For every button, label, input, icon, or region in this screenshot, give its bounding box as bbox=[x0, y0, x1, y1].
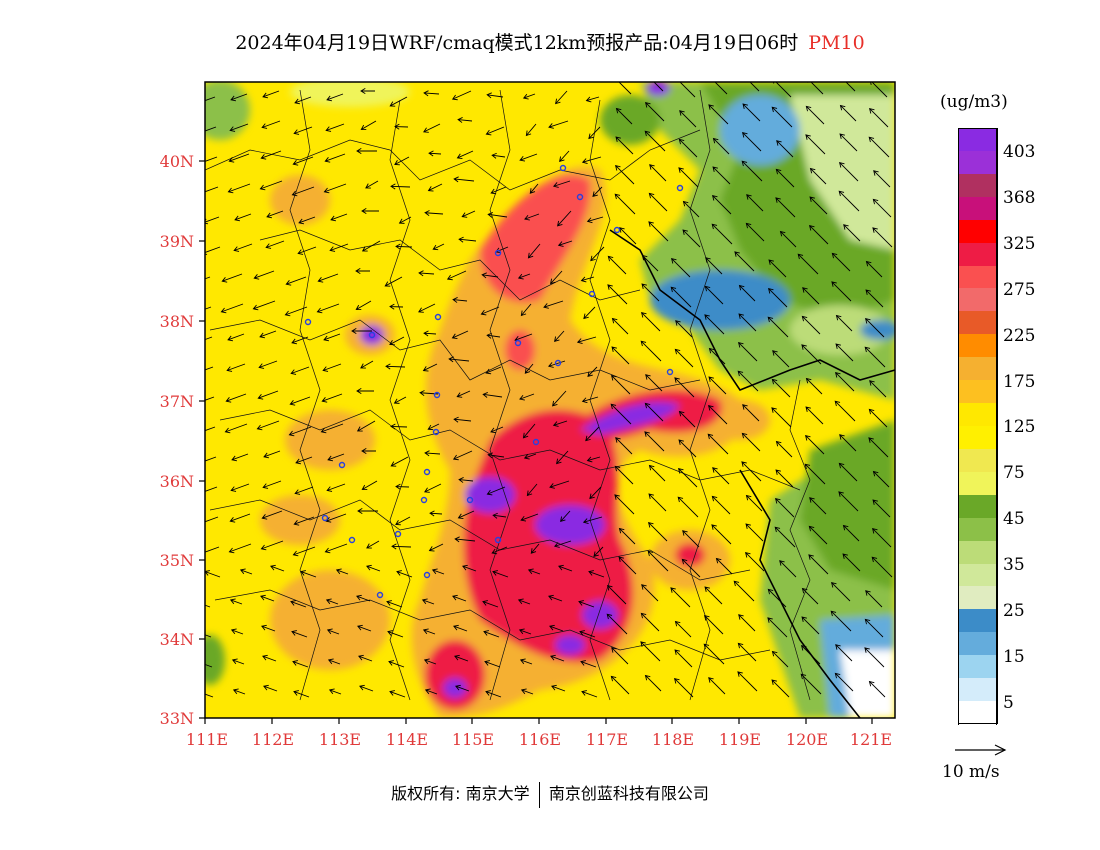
lat-label-40n: 40N bbox=[159, 152, 194, 171]
chart-title: 2024年04月19日WRF/cmaq模式12km预报产品:04月19日06时 P… bbox=[0, 28, 1100, 55]
legend-swatch bbox=[958, 334, 997, 358]
lat-label-34n: 34N bbox=[159, 630, 194, 649]
legend-swatch bbox=[958, 471, 997, 496]
legend-swatch bbox=[958, 311, 997, 335]
footer-rights: 版权所有: bbox=[391, 784, 461, 803]
title-pollutant: PM10 bbox=[808, 32, 865, 54]
legend-swatch bbox=[958, 655, 997, 679]
legend-swatch bbox=[958, 586, 997, 610]
legend-label-275: 275 bbox=[1003, 280, 1036, 300]
legend-swatch bbox=[958, 426, 997, 450]
wind-reference-arrow bbox=[955, 744, 1007, 756]
legend-swatch bbox=[958, 678, 997, 702]
legend-label-403: 403 bbox=[1003, 142, 1036, 162]
lon-label-115e: 115E bbox=[451, 730, 495, 749]
legend-label-175: 175 bbox=[1003, 372, 1036, 392]
legend-swatch bbox=[958, 357, 997, 381]
legend-swatch bbox=[958, 242, 997, 267]
legend-swatch bbox=[958, 609, 997, 633]
lat-label-38n: 38N bbox=[159, 312, 194, 331]
legend-label-35: 35 bbox=[1003, 555, 1025, 575]
wind-vector-field bbox=[205, 82, 893, 698]
footer-divider bbox=[538, 781, 540, 808]
lon-label-119e: 119E bbox=[718, 730, 762, 749]
legend-swatch bbox=[958, 150, 997, 175]
legend-swatch bbox=[958, 563, 997, 588]
legend-swatch bbox=[958, 448, 997, 473]
map-frame bbox=[204, 81, 896, 719]
monitoring-station-markers bbox=[304, 164, 684, 599]
lon-label-121e: 121E bbox=[849, 730, 893, 749]
lon-label-118e: 118E bbox=[651, 730, 695, 749]
legend-swatch bbox=[958, 403, 997, 427]
title-main: 2024年04月19日WRF/cmaq模式12km预报产品:04月19日06时 bbox=[235, 32, 799, 54]
legend-swatch bbox=[958, 632, 997, 656]
legend-swatch bbox=[958, 540, 997, 565]
coastline bbox=[609, 229, 895, 718]
legend-swatch bbox=[958, 128, 997, 152]
lat-label-33n: 33N bbox=[159, 709, 194, 728]
footer-org1: 南京大学 bbox=[465, 784, 530, 803]
legend-swatch bbox=[958, 494, 997, 519]
lon-label-111e: 111E bbox=[185, 730, 229, 749]
legend-label-5: 5 bbox=[1003, 693, 1014, 713]
legend-swatch bbox=[958, 265, 997, 290]
legend-label-25: 25 bbox=[1003, 601, 1025, 621]
axis-ticks bbox=[199, 160, 873, 724]
legend-label-368: 368 bbox=[1003, 188, 1036, 208]
lon-label-114e: 114E bbox=[385, 730, 429, 749]
legend-label-75: 75 bbox=[1003, 463, 1025, 483]
footer-org2: 南京创蓝科技有限公司 bbox=[548, 784, 709, 803]
wind-scale-label: 10 m/s bbox=[942, 762, 1000, 782]
legend-swatch bbox=[958, 380, 997, 404]
legend-swatch bbox=[958, 219, 997, 244]
legend-label-225: 225 bbox=[1003, 326, 1036, 346]
lon-label-120e: 120E bbox=[785, 730, 829, 749]
lat-label-35n: 35N bbox=[159, 551, 194, 570]
copyright-footer: 版权所有: 南京大学 南京创蓝科技有限公司 bbox=[0, 780, 1100, 808]
concentration-field bbox=[205, 82, 895, 718]
lon-label-117e: 117E bbox=[585, 730, 629, 749]
legend-label-125: 125 bbox=[1003, 417, 1036, 437]
lon-label-113e: 113E bbox=[318, 730, 362, 749]
lat-label-39n: 39N bbox=[159, 232, 194, 251]
legend-swatch bbox=[958, 173, 997, 198]
legend-swatch bbox=[958, 288, 997, 312]
legend-label-45: 45 bbox=[1003, 509, 1025, 529]
legend-swatch bbox=[958, 196, 997, 221]
lon-label-116e: 116E bbox=[518, 730, 562, 749]
legend-label-325: 325 bbox=[1003, 234, 1036, 254]
legend-swatch bbox=[958, 701, 997, 725]
legend-unit: (ug/m3) bbox=[940, 92, 1008, 112]
lat-label-37n: 37N bbox=[159, 392, 194, 411]
lon-label-112e: 112E bbox=[251, 730, 295, 749]
legend-swatch bbox=[958, 517, 997, 542]
lat-label-36n: 36N bbox=[159, 472, 194, 491]
province-boundaries bbox=[205, 89, 811, 701]
legend-label-15: 15 bbox=[1003, 647, 1025, 667]
